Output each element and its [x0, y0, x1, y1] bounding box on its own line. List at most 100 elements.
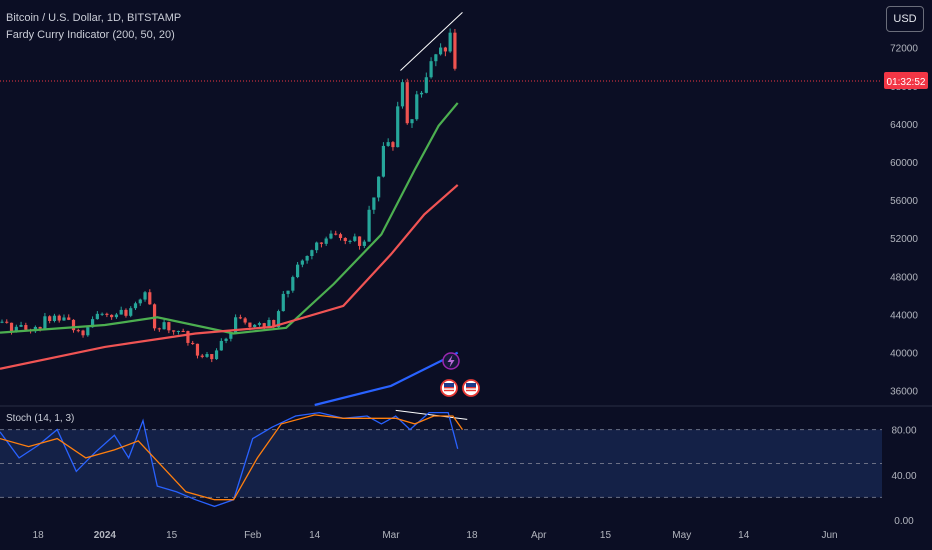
candle	[386, 138, 390, 147]
candle	[100, 312, 104, 316]
y-tick-label: 56000	[890, 196, 918, 207]
ma-line-20	[0, 102, 459, 335]
candle	[300, 259, 304, 268]
candle	[52, 313, 57, 323]
candle	[377, 176, 381, 202]
x-tick-label: 18	[466, 530, 478, 541]
candle	[19, 321, 23, 327]
y-tick-label: 48000	[890, 272, 918, 283]
candle	[448, 28, 452, 53]
y-tick-label: 72000	[890, 44, 918, 55]
candle	[210, 354, 214, 363]
candle	[396, 101, 400, 148]
candle	[286, 290, 290, 298]
candle	[224, 337, 228, 344]
candle	[310, 249, 314, 260]
candle	[0, 319, 4, 324]
x-tick-label: May	[672, 530, 691, 541]
candle	[167, 321, 171, 334]
candle	[48, 315, 52, 324]
candle	[243, 317, 247, 325]
y-tick-label: 60000	[890, 158, 918, 169]
candle	[429, 57, 433, 79]
x-tick-label: Jun	[821, 530, 837, 541]
lightning-event-icon[interactable]	[442, 352, 460, 370]
candle	[176, 330, 180, 335]
x-tick-label: Apr	[531, 530, 547, 541]
us-flag-event-icon[interactable]	[462, 379, 480, 397]
candle	[62, 314, 66, 321]
x-tick-label: 18	[33, 530, 45, 541]
candle	[334, 230, 338, 236]
candle	[291, 275, 295, 293]
price-badge-label: 01:32:52	[887, 77, 926, 88]
candle	[5, 319, 9, 324]
candle	[114, 312, 119, 319]
y-tick-label: 44000	[890, 310, 918, 321]
candle	[319, 242, 324, 248]
candle	[348, 239, 352, 244]
candle	[162, 319, 166, 330]
candle	[205, 351, 209, 358]
y-tick-label: 52000	[890, 234, 918, 245]
candle	[195, 343, 200, 359]
candle	[186, 330, 190, 346]
candle	[129, 306, 133, 318]
candle	[214, 348, 219, 360]
price-trend-line	[400, 12, 463, 71]
candle	[157, 327, 161, 332]
candle	[86, 325, 90, 337]
candle	[124, 308, 128, 318]
candle	[24, 322, 28, 331]
candle	[329, 230, 333, 240]
candle	[295, 261, 300, 279]
candle	[410, 119, 414, 128]
x-tick-label: 15	[600, 530, 612, 541]
candle	[434, 53, 438, 67]
candle	[143, 290, 147, 302]
x-tick-label: 14	[309, 530, 321, 541]
candle	[353, 233, 357, 243]
candle	[424, 72, 428, 94]
stoch-trend-line	[395, 409, 468, 420]
candle	[43, 312, 47, 329]
stoch-y-tick-label: 40.00	[891, 471, 916, 482]
candle	[105, 312, 109, 318]
candle	[381, 142, 386, 178]
candle	[133, 301, 138, 310]
candle	[419, 90, 424, 98]
candle	[138, 298, 142, 306]
stoch-line-%K	[0, 411, 459, 508]
candle	[453, 28, 457, 71]
candle	[367, 205, 371, 242]
stoch-y-tick-label: 0.00	[894, 516, 914, 527]
symbol-title[interactable]: Bitcoin / U.S. Dollar, 1D, BITSTAMP	[6, 12, 182, 24]
candle	[391, 141, 395, 151]
candle	[357, 236, 362, 250]
candle	[172, 330, 176, 335]
candle	[338, 232, 343, 241]
stoch-title[interactable]: Stoch (14, 1, 3)	[6, 413, 75, 424]
candle	[200, 353, 204, 359]
candle	[257, 321, 262, 327]
candle	[219, 338, 223, 351]
candle	[181, 328, 185, 333]
candle	[67, 314, 71, 321]
y-tick-label: 36000	[890, 387, 918, 398]
x-tick-label: 2024	[94, 530, 117, 541]
currency-button[interactable]: USD	[886, 6, 924, 32]
candle	[305, 255, 309, 264]
candle	[443, 46, 447, 57]
candle	[148, 289, 152, 305]
candle	[405, 78, 409, 125]
us-flag-event-icon[interactable]	[440, 379, 458, 397]
indicator-title[interactable]: Fardy Curry Indicator (200, 50, 20)	[6, 29, 175, 41]
ma-line-200	[314, 351, 459, 407]
y-tick-label: 64000	[890, 120, 918, 131]
stoch-line-%D	[0, 414, 464, 501]
candle	[76, 328, 80, 333]
candle	[238, 314, 242, 320]
candle	[439, 43, 443, 56]
candle	[415, 90, 419, 121]
